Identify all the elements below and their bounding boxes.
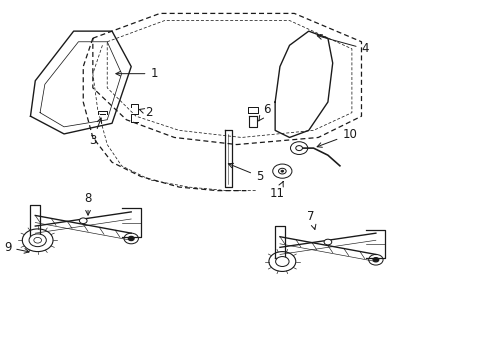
Text: 11: 11 (269, 181, 285, 200)
Circle shape (324, 239, 331, 245)
Circle shape (79, 218, 87, 224)
Text: 10: 10 (317, 128, 356, 147)
Text: 6: 6 (258, 103, 270, 121)
Circle shape (128, 237, 134, 240)
Circle shape (275, 257, 288, 266)
Circle shape (295, 145, 302, 150)
Circle shape (34, 238, 41, 243)
Text: 3: 3 (89, 118, 102, 147)
Circle shape (278, 168, 285, 174)
Text: 8: 8 (84, 192, 92, 215)
Text: 2: 2 (139, 106, 153, 119)
Circle shape (29, 234, 46, 247)
Circle shape (372, 258, 378, 262)
Text: 4: 4 (317, 35, 368, 55)
Text: 5: 5 (228, 163, 263, 183)
Text: 7: 7 (307, 210, 315, 229)
Circle shape (280, 170, 283, 172)
Text: 1: 1 (116, 67, 158, 80)
Text: 9: 9 (4, 241, 29, 254)
